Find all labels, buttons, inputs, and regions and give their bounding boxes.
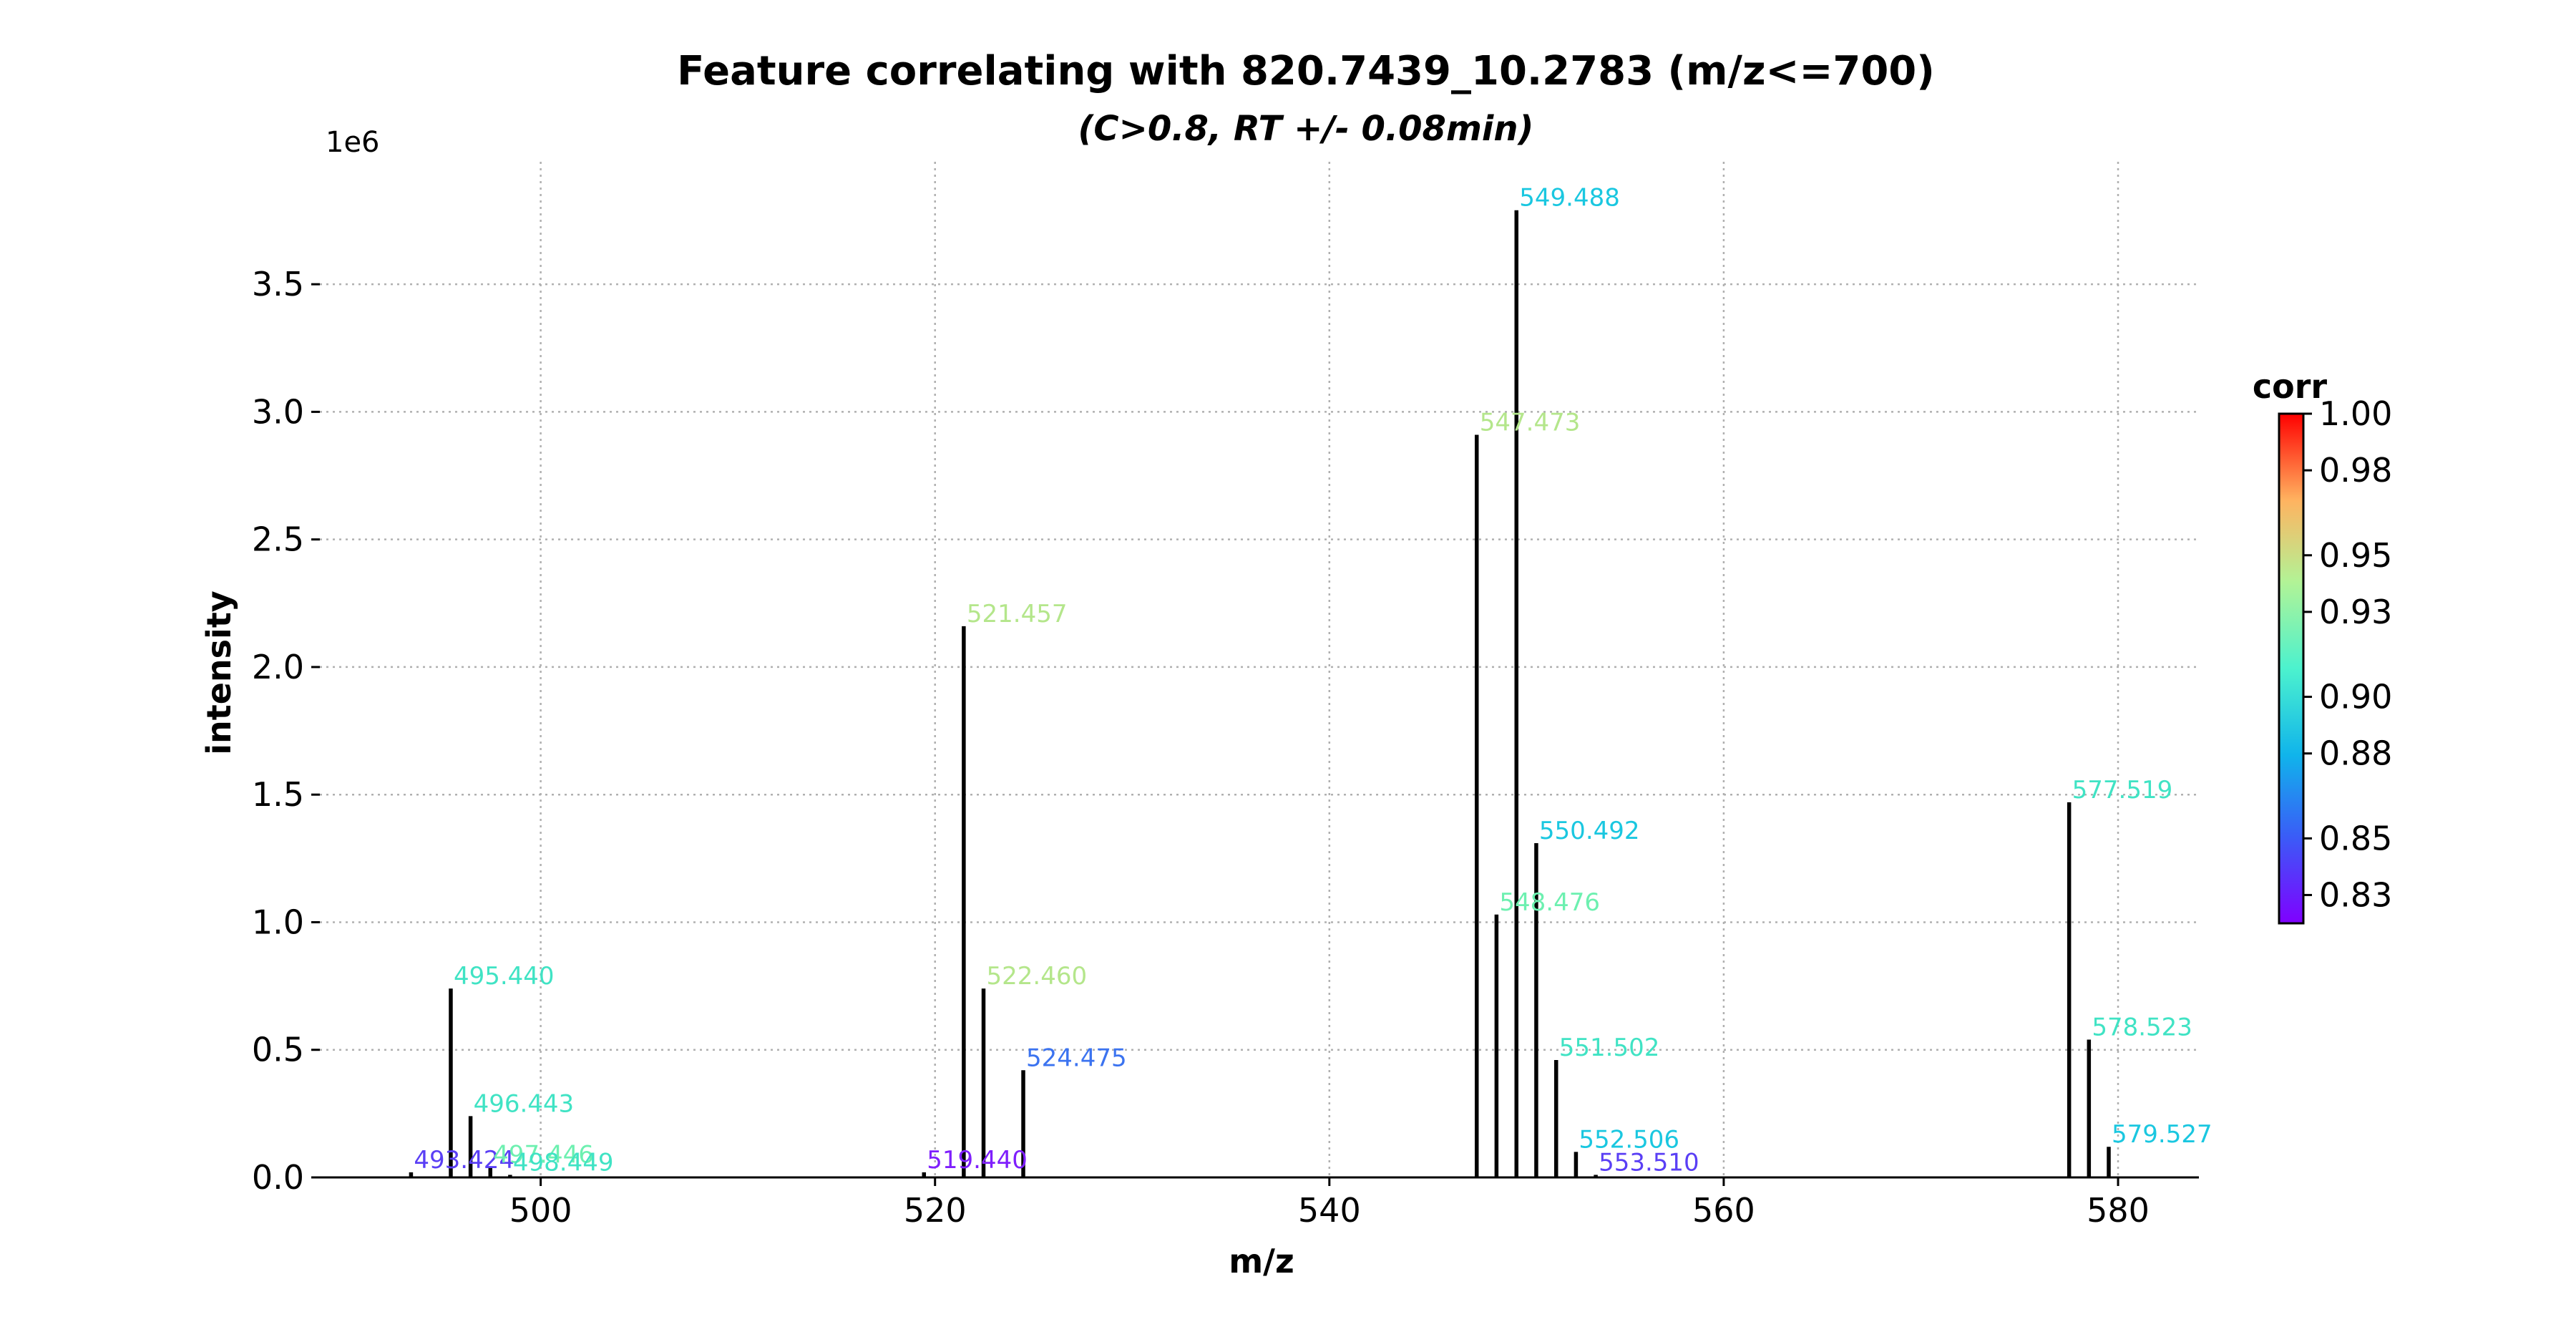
y-tick-label: 2.5 bbox=[252, 520, 304, 559]
peak-label: 493.424 bbox=[414, 1146, 514, 1175]
colorbar-tick-label: 0.85 bbox=[2319, 819, 2392, 857]
colorbar-ticks: 0.83 0.85 0.88 0.90 0.93 0.95 0.98 1.00 bbox=[2303, 394, 2392, 914]
peak-label: 521.457 bbox=[967, 600, 1068, 628]
peak-stems bbox=[409, 210, 2111, 1177]
peak-label: 547.473 bbox=[1480, 408, 1581, 437]
axes: 500 520 540 560 580 0.0 0.5 1.0 1.5 2.0 2.5 3.0 3.5 bbox=[252, 265, 2199, 1230]
colorbar-tick-label: 0.95 bbox=[2319, 536, 2392, 575]
colorbar-tick-label: 0.98 bbox=[2319, 451, 2392, 490]
y-tick-label: 3.5 bbox=[252, 265, 304, 303]
x-tick-label: 500 bbox=[509, 1191, 572, 1230]
peak-label: 552.506 bbox=[1579, 1125, 1679, 1154]
peak-label: 496.443 bbox=[474, 1089, 575, 1118]
x-tick-label: 580 bbox=[2087, 1191, 2150, 1230]
y-tick-label: 0.5 bbox=[252, 1031, 304, 1069]
peak-label: 524.475 bbox=[1026, 1044, 1127, 1072]
chart-title: Feature correlating with 820.7439_10.278… bbox=[677, 48, 1935, 94]
y-axis-label: intensity bbox=[200, 590, 238, 755]
colorbar-tick-label: 0.93 bbox=[2319, 593, 2392, 631]
y-tick-label: 3.0 bbox=[252, 392, 304, 431]
peak-label: 548.476 bbox=[1499, 888, 1600, 917]
peak-label: 577.519 bbox=[2072, 776, 2173, 805]
colorbar-tick-label: 0.83 bbox=[2319, 875, 2392, 914]
peak-label: 551.502 bbox=[1559, 1034, 1660, 1062]
y-axis-offset-label: 1e6 bbox=[326, 126, 380, 159]
peak-label: 549.488 bbox=[1519, 184, 1620, 213]
colorbar-tick-label: 0.90 bbox=[2319, 678, 2392, 716]
peak-label: 519.440 bbox=[927, 1146, 1028, 1175]
x-tick-label: 560 bbox=[1692, 1191, 1755, 1230]
chart-subtitle: (C>0.8, RT +/- 0.08min) bbox=[1078, 109, 1533, 149]
peak-label: 553.510 bbox=[1599, 1148, 1699, 1177]
colorbar: corr 0.83 0.85 0.88 0.90 0.93 0.95 0.98 1.00 bbox=[2253, 367, 2392, 925]
y-tick-label: 0.0 bbox=[252, 1158, 304, 1197]
peak-label: 522.460 bbox=[987, 962, 1088, 991]
peak-label: 498.449 bbox=[513, 1148, 614, 1177]
colorbar-label: corr bbox=[2253, 367, 2328, 406]
grid bbox=[320, 162, 2199, 1179]
x-axis-label: m/z bbox=[1229, 1242, 1294, 1280]
peak-label: 550.492 bbox=[1539, 817, 1640, 845]
peak-label: 495.440 bbox=[454, 962, 555, 991]
x-tick-label: 540 bbox=[1298, 1191, 1361, 1230]
colorbar-tick-label: 0.88 bbox=[2319, 734, 2392, 773]
y-tick-label: 2.0 bbox=[252, 648, 304, 686]
colorbar-gradient bbox=[2278, 412, 2305, 925]
x-tick-label: 520 bbox=[904, 1191, 967, 1230]
peak-label: 497.446 bbox=[493, 1141, 594, 1170]
y-tick-label: 1.0 bbox=[252, 903, 304, 941]
peak-label: 578.523 bbox=[2092, 1013, 2192, 1041]
colorbar-tick-label: 1.00 bbox=[2319, 394, 2392, 433]
peak-label: 579.527 bbox=[2112, 1120, 2212, 1149]
y-tick-label: 1.5 bbox=[252, 775, 304, 814]
